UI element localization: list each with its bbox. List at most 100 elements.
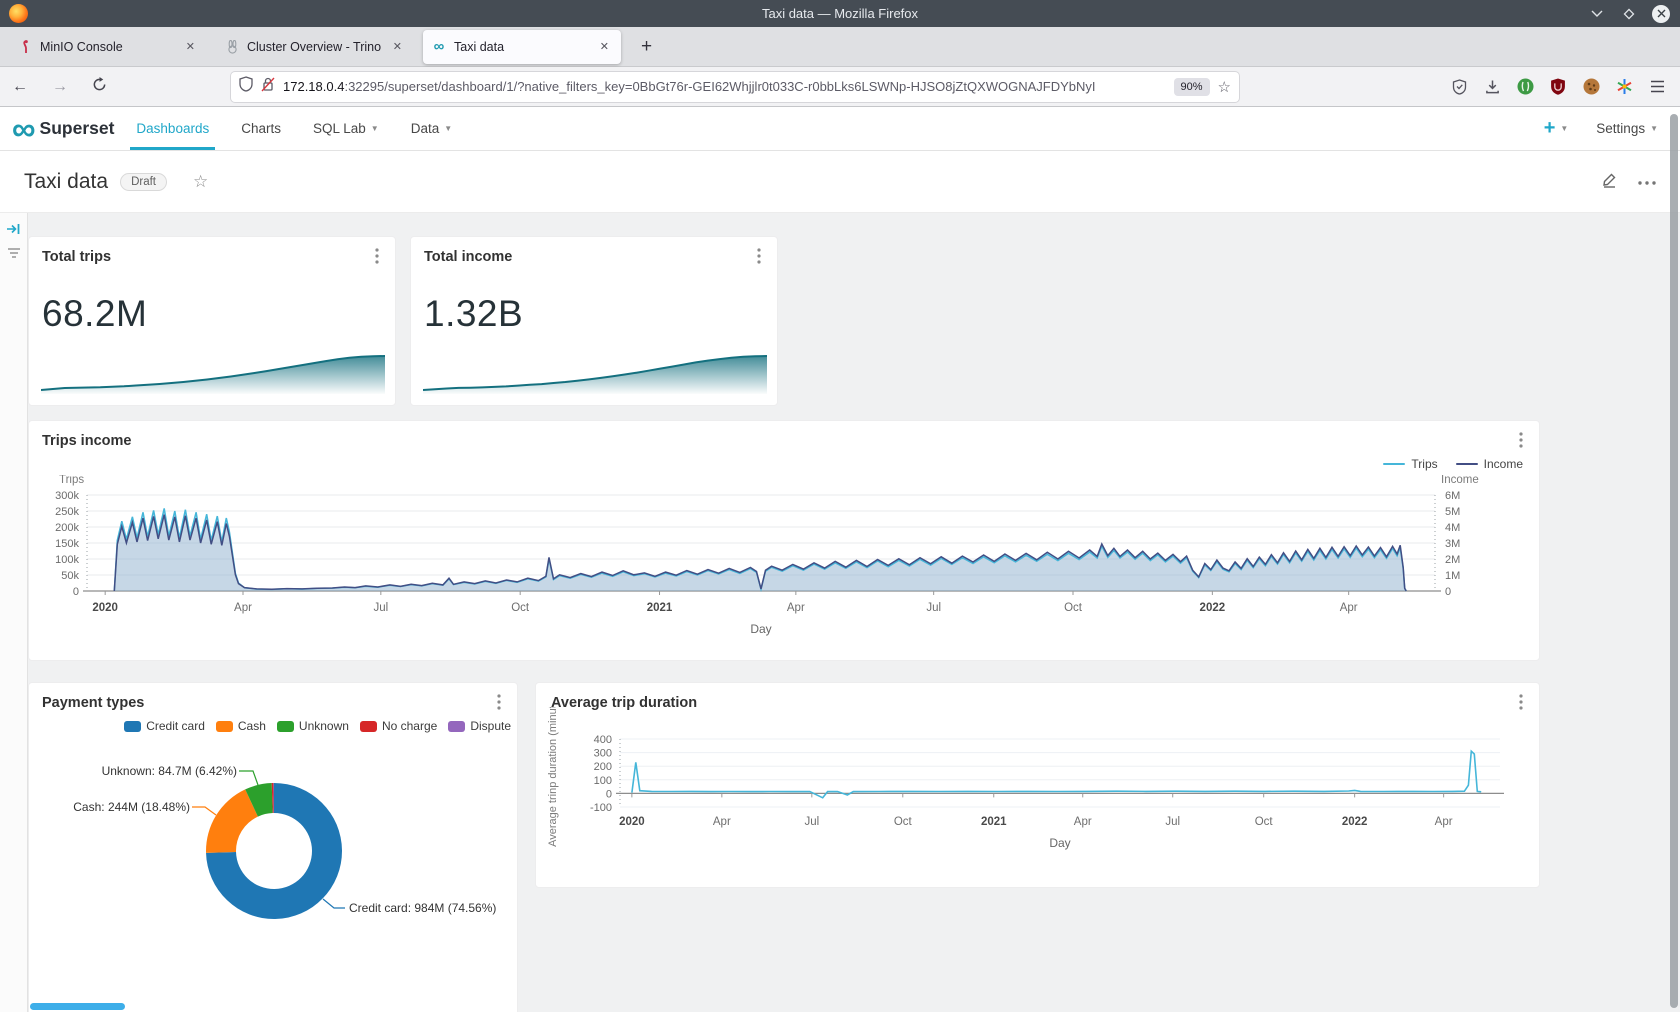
svg-text:2021: 2021 [981,816,1007,828]
horizontal-scrollbar-thumb[interactable] [30,1003,125,1010]
back-button[interactable]: ← [0,78,40,96]
colorful-asterisk-extension-icon[interactable] [1615,78,1633,96]
forward-button[interactable]: → [40,78,80,96]
downloads-icon[interactable] [1483,78,1501,96]
svg-text:Credit card: 984M (74.56%): Credit card: 984M (74.56%) [349,901,496,915]
svg-text:Oct: Oct [894,816,913,828]
legend-label: Income [1484,457,1523,471]
svg-text:300: 300 [594,748,612,760]
shield-permissions-icon[interactable] [239,76,253,97]
superset-brand[interactable]: ∞ Superset [12,115,114,143]
trips-income-chart: 300k6M250k5M200k4M150k3M100k2M50k1M00Tri… [35,475,1523,657]
tab-taxi-data-active[interactable]: ∞ Taxi data ✕ [423,30,621,64]
superset-logo-icon: ∞ [12,115,36,143]
svg-text:2020: 2020 [92,602,118,614]
window-minimize-button[interactable] [1588,5,1606,23]
svg-text:0: 0 [1445,586,1451,598]
url-text[interactable]: 172.18.0.4:32295/superset/dashboard/1/?n… [283,79,1166,94]
reload-button[interactable] [80,77,119,97]
total-income-sparkline [423,351,767,395]
tab-close-icon[interactable]: ✕ [389,38,406,55]
svg-text:Jul: Jul [1165,816,1180,828]
url-path: :32295/superset/dashboard/1/?native_filt… [344,79,1095,94]
bookmark-star-icon[interactable]: ☆ [1218,78,1231,96]
add-new-button[interactable]: +▼ [1544,117,1569,140]
svg-text:2022: 2022 [1342,816,1368,828]
tab-close-icon[interactable]: ✕ [182,38,199,55]
legend-item[interactable]: Trips [1383,457,1437,471]
superset-navbar: ∞ Superset Dashboards Charts SQL Lab▼ Da… [0,107,1680,151]
chart-kebab-icon[interactable] [369,247,385,265]
svg-text:Trips: Trips [59,475,84,486]
firefox-window: Taxi data — Mozilla Firefox MinIO Consol… [0,0,1680,1012]
svg-text:200k: 200k [55,522,79,534]
tab-minio-console[interactable]: MinIO Console ✕ [9,30,207,64]
svg-text:100k: 100k [55,554,79,566]
svg-text:Jul: Jul [926,602,941,614]
edit-dashboard-button[interactable] [1601,171,1618,193]
extension-green-icon[interactable] [1516,78,1534,96]
ublock-origin-icon[interactable] [1549,78,1567,96]
vertical-scrollbar-thumb[interactable] [1670,114,1678,1008]
settings-menu[interactable]: Settings▼ [1596,121,1658,136]
superset-favicon-icon: ∞ [431,39,447,55]
status-badge: Draft [120,173,167,191]
pocket-shield-icon[interactable] [1450,78,1468,96]
avg-trip-duration-card: Average trip duration 4003002001000-1002… [535,682,1540,888]
window-title: Taxi data — Mozilla Firefox [0,6,1680,21]
svg-text:50k: 50k [61,570,79,582]
tab-cluster-overview-trino[interactable]: Cluster Overview - Trino ✕ [216,30,414,64]
zoom-level-badge[interactable]: 90% [1174,78,1210,96]
hamburger-menu-icon[interactable] [1648,78,1666,96]
browser-toolbar: ← → 172.18.0.4:32295/superset/dashboard/… [0,67,1680,107]
url-bar[interactable]: 172.18.0.4:32295/superset/dashboard/1/?n… [231,72,1239,102]
chevron-down-icon: ▼ [1650,124,1658,133]
nav-sql-lab-label: SQL Lab [313,121,366,136]
nav-data-label: Data [411,121,440,136]
dashboard-actions-kebab-icon[interactable] [1638,173,1656,191]
legend-line-swatch [1456,463,1478,465]
window-maximize-button[interactable] [1620,5,1638,23]
total-trips-card: Total trips 68.2M [28,236,396,406]
trips-income-legend[interactable]: Trips Income [1383,457,1523,471]
filter-list-icon[interactable] [6,245,22,261]
trino-favicon-icon [224,39,240,55]
svg-text:Oct: Oct [1064,602,1083,614]
dashboard-header: Taxi data Draft ☆ [0,151,1680,213]
trips-income-card: Trips income TripsIncome 300k6M250k5M200… [28,420,1540,661]
big-number-value: 1.32B [424,293,523,335]
insecure-lock-icon[interactable] [261,76,275,97]
nav-sql-lab[interactable]: SQL Lab▼ [313,107,379,150]
svg-text:Cash: 244M (18.48%): Cash: 244M (18.48%) [73,800,190,814]
nav-charts[interactable]: Charts [241,107,281,150]
firefox-logo-icon [9,4,28,23]
svg-text:Apr: Apr [1074,816,1092,828]
chart-kebab-icon[interactable] [1513,431,1529,449]
favorite-star-icon[interactable]: ☆ [193,172,208,192]
svg-text:6M: 6M [1445,490,1460,502]
window-titlebar: Taxi data — Mozilla Firefox [0,0,1680,27]
svg-text:-100: -100 [590,802,612,814]
expand-filters-icon[interactable] [6,221,22,237]
svg-text:Apr: Apr [1435,816,1453,828]
svg-text:400: 400 [594,734,612,746]
svg-text:Jul: Jul [373,602,388,614]
nav-data[interactable]: Data▼ [411,107,452,150]
legend-item[interactable]: Income [1456,457,1523,471]
chart-kebab-icon[interactable] [751,247,767,265]
svg-text:0: 0 [606,788,612,800]
svg-text:250k: 250k [55,506,79,518]
svg-text:Apr: Apr [787,602,805,614]
svg-text:Unknown: 84.7M (6.42%): Unknown: 84.7M (6.42%) [102,764,237,778]
nav-dashboards[interactable]: Dashboards [136,107,209,150]
svg-text:300k: 300k [55,490,79,502]
new-tab-button[interactable]: + [633,36,660,58]
tab-close-icon[interactable]: ✕ [596,38,613,55]
cookie-extension-icon[interactable] [1582,78,1600,96]
total-trips-sparkline [41,351,385,395]
payment-types-donut-chart: Unknown: 84.7M (6.42%) Cash: 244M (18.48%… [29,683,519,1012]
tab-label: Taxi data [454,40,596,54]
svg-text:2M: 2M [1445,554,1460,566]
svg-text:Apr: Apr [234,602,252,614]
window-close-button[interactable] [1652,5,1670,23]
